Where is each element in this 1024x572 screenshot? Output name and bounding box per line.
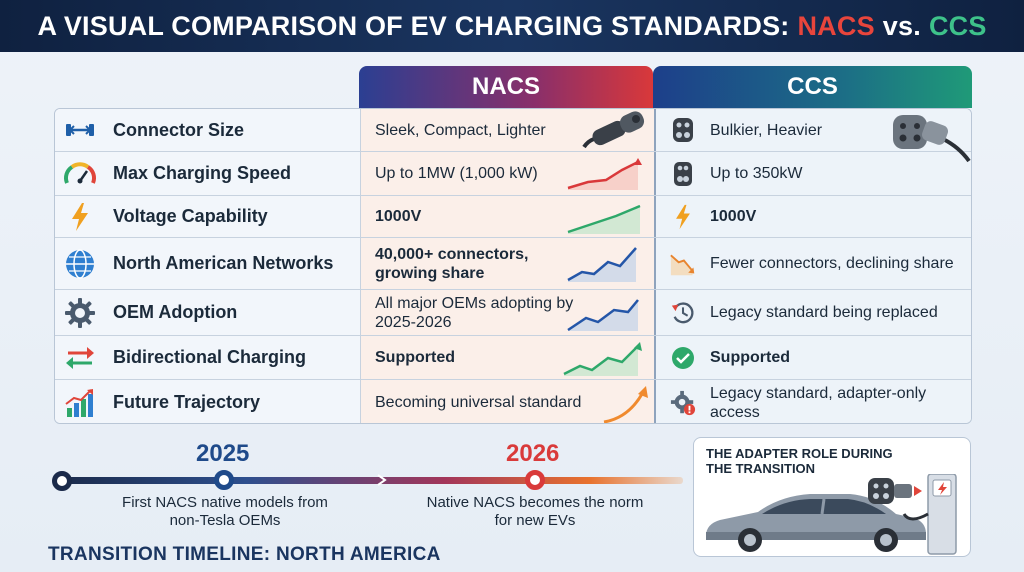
nacs-value-cell: Up to 1MW (1,000 kW) [360, 152, 654, 195]
table-row: Voltage Capability 1000V 1000V [55, 195, 971, 237]
ccs-value-cell: Fewer connectors, declining share [654, 238, 971, 289]
row-label: Max Charging Speed [113, 163, 292, 183]
speedometer-icon [63, 157, 97, 191]
nacs-value-cell: 1000V [360, 196, 654, 237]
ccs-value-cell: 1000V [654, 196, 971, 237]
row-label-cell: Bidirectional Charging [55, 336, 360, 379]
nacs-value: All major OEMs adopting by 2025-2026 [375, 294, 574, 331]
table-row: North American Networks 40,000+ connecto… [55, 237, 971, 289]
ccs-plug-icon [670, 117, 696, 143]
ccs-value-cell: Legacy standard being replaced [654, 290, 971, 335]
ccs-combo-plug-icon [670, 161, 696, 187]
lightning-icon [63, 200, 97, 234]
nacs-value-cell: Sleek, Compact, Lighter [360, 109, 654, 151]
nacs-trend-up-green-icon [563, 342, 642, 376]
nacs-value-cell: All major OEMs adopting by 2025-2026 [360, 290, 654, 335]
row-label: Voltage Capability [113, 206, 268, 226]
timeline-dot-2025 [214, 470, 234, 490]
trend-down-icon [670, 251, 696, 277]
nacs-trend-up-green-icon [567, 204, 641, 234]
row-label: Connector Size [113, 119, 245, 140]
nacs-trend-up-orange-icon [603, 386, 648, 423]
globe-icon [63, 247, 97, 281]
ccs-value-cell: Supported [654, 336, 971, 379]
nacs-value: Becoming universal standard [375, 394, 582, 411]
title-banner: A VISUAL COMPARISON OF EV CHARGING STAND… [0, 0, 1024, 52]
nacs-value-cell: Becoming universal standard [360, 380, 654, 423]
ccs-value-cell: Legacy standard, adapter-only access [654, 380, 971, 423]
ccs-value: Legacy standard being replaced [710, 304, 938, 321]
nacs-trend-up-blue-icon [567, 299, 639, 332]
timeline-caption-2025: First NACS native models from non-Tesla … [122, 494, 328, 529]
check-circle-icon [670, 345, 696, 371]
growth-chart-icon [63, 386, 97, 420]
nacs-value-cell: 40,000+ connectors, growing share [360, 238, 654, 289]
nacs-value: Supported [375, 349, 455, 366]
row-label: OEM Adoption [113, 302, 238, 322]
gear-warning-icon [670, 390, 696, 416]
transition-timeline: 2025 First NACS native models from non-T… [48, 440, 688, 572]
title-ccs: CCS [928, 10, 987, 41]
timeline-dot-2026 [525, 470, 545, 490]
ccs-value: Bulkier, Heavier [710, 121, 823, 139]
ccs-connector-icon [893, 115, 971, 163]
nacs-column-header: NACS [359, 66, 653, 108]
table-row: Connector Size Sleek, Compact, Lighter B… [55, 109, 971, 163]
row-label-cell: Future Trajectory [55, 380, 360, 423]
bidirectional-arrows-icon [63, 341, 97, 375]
ccs-value: Fewer connectors, declining share [710, 255, 954, 272]
adapter-panel: THE ADAPTER ROLE DURING THE TRANSITION [693, 437, 971, 557]
nacs-trend-up-icon [567, 158, 642, 190]
timeline-start-dot [52, 471, 72, 491]
timeline-year-2026: 2026 [506, 440, 560, 467]
gear-icon [63, 296, 97, 330]
row-label: Future Trajectory [113, 392, 261, 412]
car-charging-illustration [706, 474, 957, 555]
nacs-trend-up-blue-icon [567, 247, 637, 282]
nacs-value: Sleek, Compact, Lighter [375, 121, 546, 139]
title-vs: vs. [882, 10, 921, 41]
table-row: Future Trajectory Becoming universal sta… [55, 379, 971, 423]
timeline-title: TRANSITION TIMELINE: NORTH AMERICA [48, 544, 441, 565]
ccs-value-cell: Bulkier, Heavier [654, 109, 971, 163]
row-label-cell: Max Charging Speed [55, 152, 360, 195]
table-row: Max Charging Speed Up to 1MW (1,000 kW) … [55, 151, 971, 195]
comparison-table: NACS CCS Connector Size Sleek, Compact, … [54, 66, 972, 424]
ccs-value: Up to 350kW [710, 165, 803, 182]
ccs-column-header: CCS [653, 66, 972, 108]
row-label-cell: Voltage Capability [55, 196, 360, 237]
lightning-icon [670, 204, 696, 230]
row-label-cell: Connector Size [55, 109, 360, 151]
timeline-year-2025: 2025 [196, 440, 250, 467]
row-label: North American Networks [113, 253, 334, 273]
title-prefix: A VISUAL COMPARISON OF EV CHARGING STAND… [37, 10, 790, 41]
nacs-value: 1000V [375, 208, 422, 225]
row-label-cell: OEM Adoption [55, 290, 360, 335]
nacs-value: Up to 1MW (1,000 kW) [375, 165, 538, 182]
history-icon [670, 300, 696, 326]
table-row: OEM Adoption All major OEMs adopting by … [55, 289, 971, 335]
ccs-value: Legacy standard, adapter-only access [710, 384, 927, 421]
ccs-value: 1000V [710, 208, 757, 225]
timeline-bar [58, 477, 683, 484]
timeline-chevron-icon [377, 474, 387, 486]
ccs-value-cell: Up to 350kW [654, 152, 971, 195]
nacs-connector-icon [582, 111, 645, 149]
table-rows: Connector Size Sleek, Compact, Lighter B… [54, 108, 972, 424]
connector-size-icon [63, 113, 97, 147]
row-label: Bidirectional Charging [113, 347, 307, 367]
title-nacs: NACS [797, 10, 875, 41]
timeline-caption-2026: Native NACS becomes the norm for new EVs [426, 494, 644, 529]
adapter-title: THE ADAPTER ROLE DURING THE TRANSITION [706, 446, 893, 476]
table-row: Bidirectional Charging Supported Support… [55, 335, 971, 379]
ccs-value: Supported [710, 349, 790, 366]
nacs-value: 40,000+ connectors, growing share [375, 245, 529, 282]
row-label-cell: North American Networks [55, 238, 360, 289]
nacs-value-cell: Supported [360, 336, 654, 379]
